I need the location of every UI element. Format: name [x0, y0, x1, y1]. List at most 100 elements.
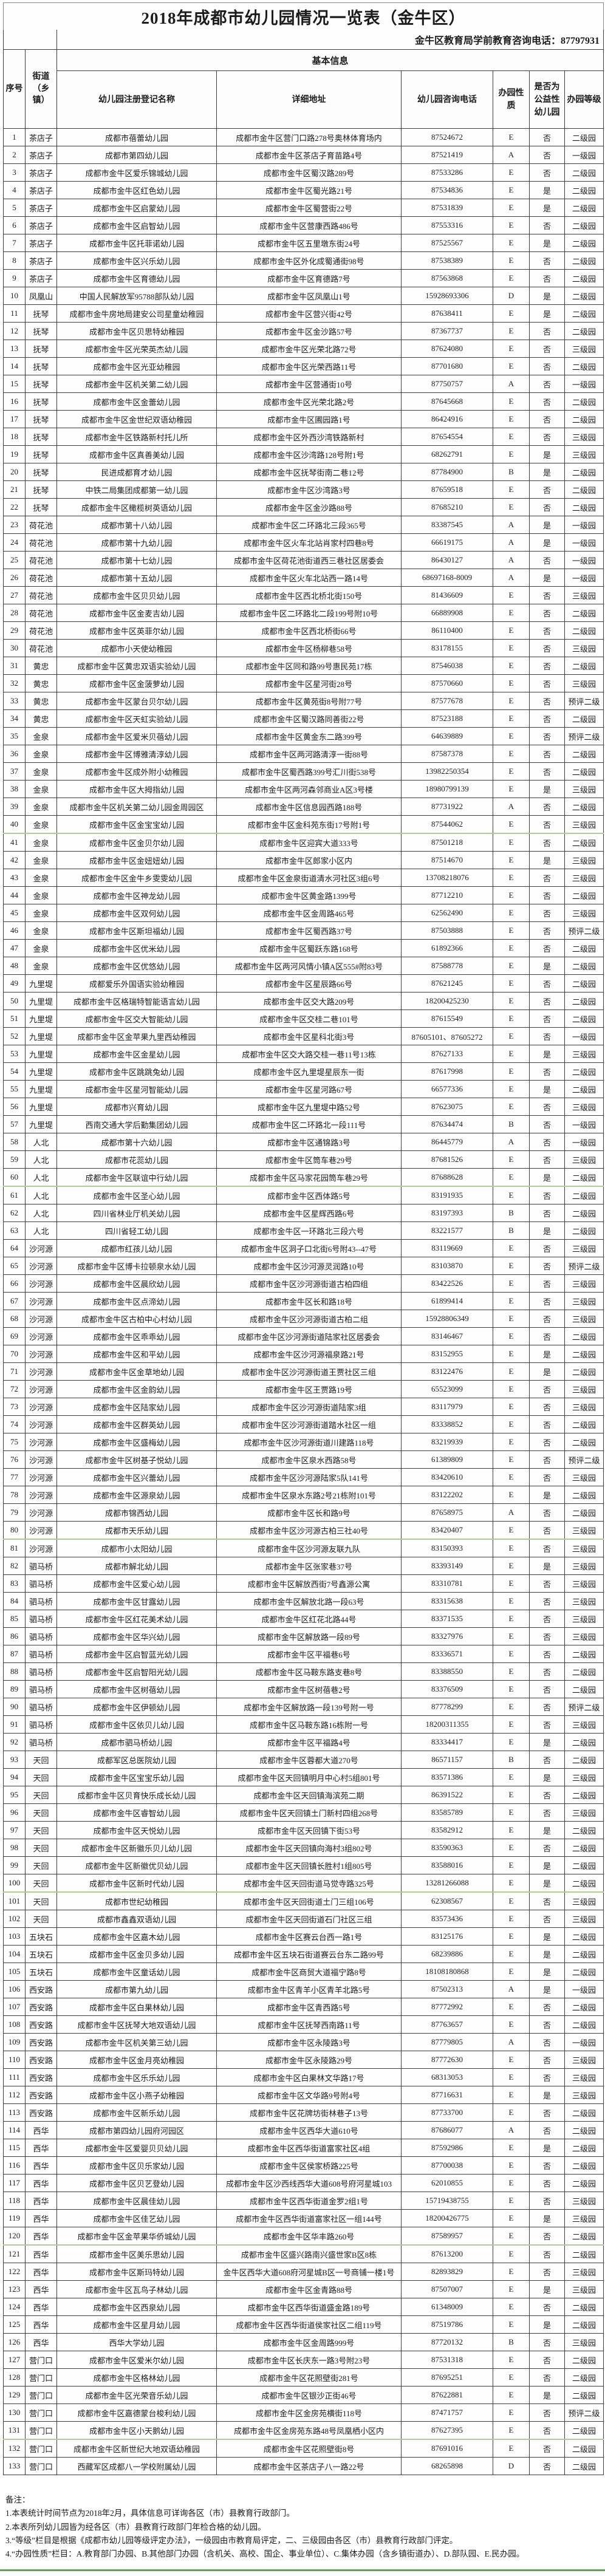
cell-grade: 二级园: [564, 199, 604, 217]
table-row: 15 抚琴 成都市金牛区机关第二幼儿园 成都市金牛区营通街10号 8775075…: [3, 375, 604, 393]
table-row: 41 金泉 成都市金牛区金贝尔幼儿园 成都市金牛区迎宾大道333号 875012…: [3, 833, 604, 852]
cell-street: 荷花池: [25, 639, 57, 657]
table-row: 64 沙河源 成都市红孩儿幼儿园 成都市金牛区洞子口北街6号附43--47号 8…: [3, 1239, 604, 1257]
cell-street: 抚琴: [25, 445, 57, 463]
cell-nature: E: [493, 621, 530, 640]
cell-address: 成都市金牛区筒车巷29号: [216, 1150, 402, 1169]
cell-address: 成都市金牛区火车北站西一路14号: [216, 569, 402, 587]
table-row: 78 沙河源 成都市金牛区源泉幼儿园 成都市金牛区泉水东路2号21栋附101号 …: [3, 1486, 604, 1504]
cell-nature: E: [493, 657, 530, 675]
cell-phone: 83125176: [401, 1927, 493, 1946]
cell-phone: 83310781: [401, 1574, 493, 1593]
cell-phone: 83420407: [401, 1521, 493, 1540]
cell-address: 成都市金牛区黄金路1399号: [216, 886, 402, 904]
cell-no: 25: [3, 551, 26, 569]
cell-public-welfare: 否: [529, 1503, 565, 1522]
table-row: 107 西安路 成都市金牛区白果林幼儿园 成都市金牛区青西路5号 8777299…: [3, 1998, 604, 2016]
cell-grade: 一级园: [564, 375, 604, 393]
cell-grade: 预评二级: [564, 1698, 604, 1716]
cell-address: 成都市金牛区沙河源友联九队: [216, 1539, 402, 1557]
cell-street: 茶店子: [25, 216, 57, 234]
table-row: 16 抚琴 成都市金牛区金蕾幼儿园 成都市金牛区光荣北路2号 87645668 …: [3, 392, 604, 411]
cell-nature: E: [493, 2192, 530, 2210]
cell-grade: 二级园: [564, 1927, 604, 1946]
cell-address: 成都市金牛区西华街道侯家社区二组119号: [216, 2315, 402, 2334]
table-row: 33 黄忠 成都市金牛区蒙台贝尔幼儿园 成都市金牛区黄苑街8号附77号 8757…: [3, 692, 604, 710]
cell-name: 四川省林业厅机关幼儿园: [56, 1204, 217, 1222]
cell-no: 120: [3, 2227, 26, 2246]
cell-nature: E: [493, 692, 530, 710]
cell-phone: 87779805: [401, 2033, 493, 2051]
cell-phone: 87627133: [401, 1045, 493, 1063]
table-row: 69 沙河源 成都市金牛区乖乖幼儿园 成都市金牛区沙河源街道陆家社区居委会 83…: [3, 1327, 604, 1345]
cell-public-welfare: 否: [529, 146, 565, 164]
table-row: 71 沙河源 成都市金牛区金草地幼儿园 成都市金牛区沙河源街道王贾社区三组 83…: [3, 1362, 604, 1381]
cell-no: 42: [3, 851, 26, 869]
cell-grade: 三级园: [564, 1627, 604, 1645]
cell-no: 114: [3, 2121, 26, 2139]
cell-no: 85: [3, 1610, 26, 1628]
cell-grade: 三级园: [564, 445, 604, 463]
cell-nature: E: [493, 1998, 530, 2016]
cell-no: 83: [3, 1574, 26, 1593]
cell-grade: 二级园: [564, 762, 604, 781]
cell-nature: E: [493, 1662, 530, 1681]
cell-nature: E: [493, 322, 530, 340]
cell-grade: 二级园: [564, 2315, 604, 2334]
cell-grade: 二级园: [564, 2457, 604, 2475]
cell-street: 天回: [25, 1891, 57, 1910]
table-row: 55 九里堤 成都市金牛区星河智能幼儿园 成都市金牛区星河路67号 665773…: [3, 1080, 604, 1098]
cell-phone: 62308567: [401, 1891, 493, 1910]
cell-grade: 三级园: [564, 1574, 604, 1593]
cell-public-welfare: 否: [529, 586, 565, 604]
cell-nature: E: [493, 1891, 530, 1910]
cell-public-welfare: 否: [529, 1786, 565, 1804]
table-row: 46 金泉 成都市金牛区斯坦福幼儿园 成都市金牛区蜀西路37号 87503888…: [3, 921, 604, 940]
cell-no: 79: [3, 1503, 26, 1522]
table-row: 24 荷花池 成都市第十九幼儿园 成都市金牛区火车北站肖家村四巷8号 66619…: [3, 533, 604, 552]
cell-no: 102: [3, 1910, 26, 1928]
table-row: 96 天回 成都市金牛区睿智幼儿园 成都市金牛区天回镇土门新村四组268号 83…: [3, 1803, 604, 1822]
cell-name: 成都市第十八幼儿园: [56, 516, 217, 534]
table-row: 113 西安路 成都市金牛区新乐幼儿园 成都市金牛区花牌坊街林巷子13号 877…: [3, 2103, 604, 2122]
cell-street: 九里堤: [25, 974, 57, 992]
cell-public-welfare: 否: [529, 1310, 565, 1328]
cell-phone: 87533286: [401, 163, 493, 182]
table-row: 74 沙河源 成都市金牛区群英幼儿园 成都市金牛区沙河源街道踏水社区一组 833…: [3, 1415, 604, 1433]
cell-nature: E: [493, 1521, 530, 1540]
cell-street: 荷花池: [25, 533, 57, 552]
cell-address: 成都市金牛区沙河源街道陆家社区居委会: [216, 1327, 402, 1345]
table-row: 126 西华 西华大学幼儿园 成都市金牛区金周路999号 87720132 B …: [3, 2333, 604, 2351]
cell-no: 133: [3, 2457, 26, 2475]
cell-name: 成都市金牛区博卡拉顿泉水幼儿园: [56, 1257, 217, 1275]
cell-no: 61: [3, 1186, 26, 1204]
cell-no: 124: [3, 2298, 26, 2316]
cell-nature: E: [493, 357, 530, 375]
cell-street: 沙河源: [25, 1521, 57, 1540]
cell-nature: E: [493, 833, 530, 852]
cell-phone: 18200426775: [401, 2209, 493, 2227]
cell-street: 西安路: [25, 1998, 57, 2016]
cell-no: 10: [3, 287, 26, 305]
cell-phone: 83315638: [401, 1592, 493, 1610]
cell-phone: 83152955: [401, 1345, 493, 1363]
cell-phone: 68697168-8009: [401, 569, 493, 587]
cell-public-welfare: 否: [529, 1239, 565, 1257]
cell-address: 成都市金牛区通锦路3号: [216, 1133, 402, 1151]
cell-nature: E: [493, 1821, 530, 1839]
cell-public-welfare: 是: [529, 1821, 565, 1839]
cell-phone: 86110400: [401, 621, 493, 640]
cell-nature: E: [493, 1768, 530, 1786]
table-row: 125 西华 成都市金牛区星月幼儿园 成都市金牛区西华街道侯家社区二组119号 …: [3, 2315, 604, 2334]
cell-address: 成都市金牛区沙西线西华大道608号府河星城103: [216, 2174, 402, 2192]
cell-public-welfare: 否: [529, 551, 565, 569]
cell-nature: E: [493, 1786, 530, 1804]
cell-address: 成都市金牛区同和路99号惠民苑17栋: [216, 657, 402, 675]
cell-name: 成都市金牛区贝育快乐成长幼儿园: [56, 1786, 217, 1804]
table-row: 86 驷马桥 成都市金牛区华兴幼儿园 成都市金牛区解放路一段89号 833279…: [3, 1627, 604, 1645]
cell-address: 成都市金牛区金青路88号: [216, 2280, 402, 2298]
cell-grade: 二级园: [564, 1856, 604, 1874]
cell-grade: 二级园: [564, 128, 604, 146]
cell-no: 1: [3, 128, 26, 146]
cell-no: 7: [3, 234, 26, 252]
